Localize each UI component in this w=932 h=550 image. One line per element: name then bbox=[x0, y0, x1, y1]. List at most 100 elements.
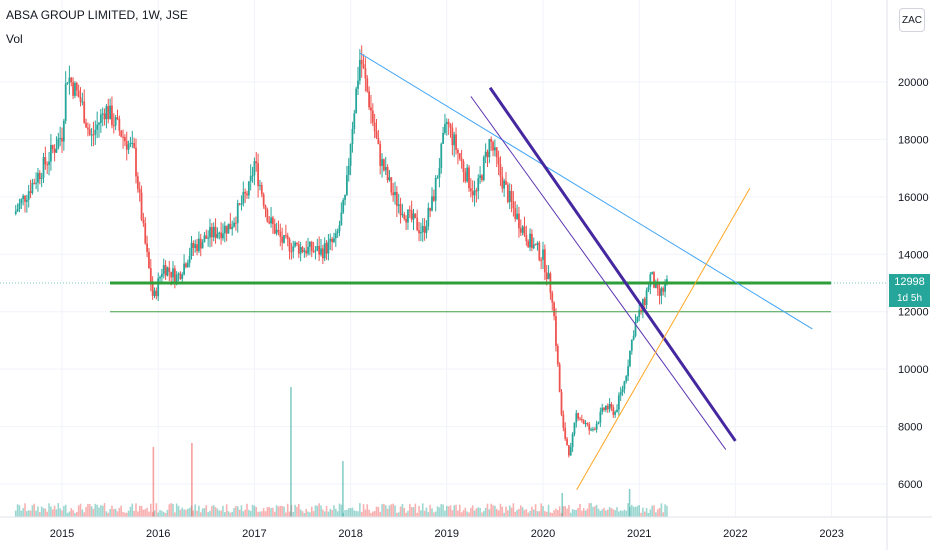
candle-body bbox=[229, 223, 232, 230]
candle-body bbox=[42, 157, 45, 178]
candle-body bbox=[175, 274, 178, 283]
volume-bar bbox=[666, 505, 668, 517]
volume-bar bbox=[464, 507, 467, 517]
volume-bar bbox=[392, 503, 394, 517]
candle-body bbox=[144, 223, 147, 244]
candle-body bbox=[153, 290, 156, 296]
volume-bar bbox=[388, 505, 391, 517]
volume-bar bbox=[172, 503, 174, 517]
volume-bar bbox=[20, 510, 23, 517]
candle-body bbox=[320, 248, 322, 255]
volume-bar bbox=[273, 511, 276, 517]
candle-body bbox=[209, 227, 211, 238]
candle-body bbox=[170, 271, 173, 278]
candle-body bbox=[77, 90, 80, 98]
candle-body bbox=[531, 233, 533, 249]
volume-bar bbox=[48, 503, 50, 517]
volume-bar bbox=[242, 511, 245, 517]
y-tick-label: 16000 bbox=[898, 192, 929, 204]
candle-body bbox=[55, 148, 58, 153]
volume-bar bbox=[545, 511, 548, 517]
chart-grid bbox=[0, 0, 887, 517]
candle-body bbox=[331, 238, 333, 243]
candle-body bbox=[99, 114, 102, 123]
candle-body bbox=[72, 82, 74, 96]
candle-body bbox=[214, 226, 217, 238]
candle-body bbox=[627, 366, 629, 377]
candle-body bbox=[310, 241, 313, 252]
volume-bar bbox=[590, 503, 592, 517]
volume-bar bbox=[196, 510, 198, 517]
candle-body bbox=[207, 237, 210, 239]
volume-bar bbox=[557, 509, 559, 517]
candle-body bbox=[503, 180, 506, 189]
volume-bar bbox=[74, 512, 76, 517]
candle-body bbox=[272, 217, 274, 225]
volume-bar bbox=[447, 506, 450, 517]
volume-bar bbox=[405, 512, 407, 517]
candle-body bbox=[266, 209, 269, 222]
candle-body bbox=[314, 250, 317, 252]
candle-body bbox=[510, 190, 513, 202]
volume-bar bbox=[312, 511, 315, 517]
volume-bar bbox=[527, 512, 529, 517]
volume-bar bbox=[594, 506, 596, 517]
candle-body bbox=[451, 127, 454, 146]
candle-body bbox=[436, 177, 439, 179]
volume-bar bbox=[403, 507, 406, 517]
volume-bar bbox=[131, 503, 134, 517]
volume-bar bbox=[421, 503, 424, 517]
volume-bar bbox=[414, 503, 417, 517]
volume-bar bbox=[614, 510, 616, 517]
candle-body bbox=[392, 192, 395, 196]
volume-bar bbox=[333, 505, 335, 517]
time-axis[interactable]: 2015 2016 2017 2018 2019 2020 2021 2022 2023 bbox=[0, 516, 932, 540]
candle-body bbox=[654, 282, 657, 288]
volume-bar bbox=[236, 506, 239, 517]
candle-body bbox=[562, 414, 565, 428]
candle-body bbox=[292, 246, 295, 252]
volume-bar bbox=[477, 507, 480, 517]
volume-bar bbox=[434, 511, 437, 517]
candle-body bbox=[399, 204, 402, 216]
volume-bar bbox=[486, 503, 489, 517]
candle-body bbox=[135, 147, 137, 177]
candle-body bbox=[87, 127, 89, 130]
volume-bar bbox=[103, 503, 106, 517]
candle-body bbox=[638, 309, 641, 318]
volume-bar bbox=[109, 509, 111, 517]
candle-body bbox=[148, 251, 150, 269]
currency-button[interactable]: ZAC bbox=[899, 8, 925, 32]
volume-bar bbox=[355, 510, 357, 517]
volume-bar bbox=[501, 506, 504, 517]
candle-body bbox=[244, 191, 247, 194]
volume-bar bbox=[394, 505, 396, 517]
volume-bar bbox=[514, 511, 517, 517]
candle-body bbox=[290, 251, 293, 253]
candle-body bbox=[501, 176, 504, 189]
candle-body bbox=[588, 424, 591, 431]
candle-body bbox=[305, 250, 308, 254]
candle-body bbox=[307, 246, 309, 254]
volume-indicator-label[interactable]: Vol bbox=[6, 32, 23, 46]
volume-bar bbox=[98, 507, 100, 517]
candle-body bbox=[375, 131, 378, 138]
volume-bar bbox=[366, 504, 369, 517]
candle-body bbox=[458, 153, 461, 159]
candle-body bbox=[484, 151, 487, 157]
volume-bar bbox=[542, 506, 544, 517]
volume-bar bbox=[159, 509, 161, 517]
volume-bar bbox=[655, 512, 657, 517]
volume-bar bbox=[281, 505, 283, 517]
candle-body bbox=[629, 350, 631, 367]
candle-body bbox=[366, 78, 369, 92]
candle-body bbox=[427, 207, 430, 227]
volume-bar bbox=[632, 506, 635, 517]
volume-bar bbox=[636, 506, 639, 517]
volume-bar bbox=[592, 506, 594, 517]
price-axis[interactable]: 6000 8000 10000 12000 14000 16000 18000 20000 bbox=[886, 0, 929, 550]
volume-bar bbox=[85, 506, 87, 517]
volume-bar bbox=[192, 510, 195, 517]
candle-body bbox=[379, 144, 382, 166]
